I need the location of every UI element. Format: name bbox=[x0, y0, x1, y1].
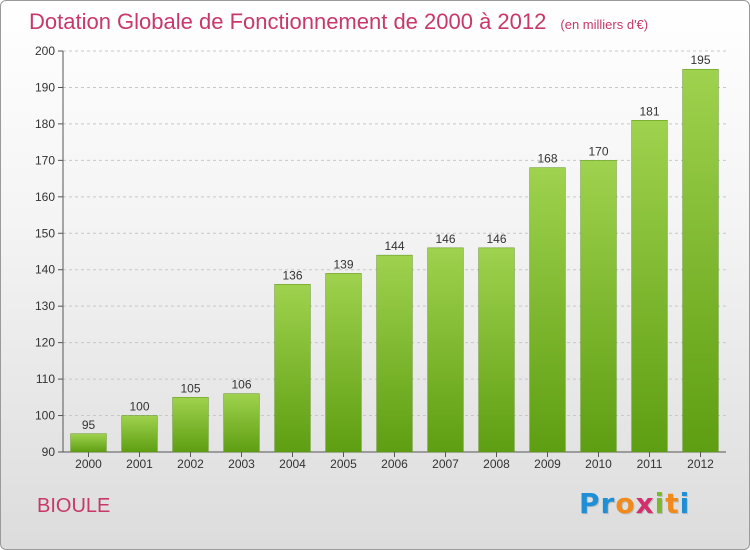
x-tick-label-2005: 2005 bbox=[330, 457, 357, 471]
logo-letter: P bbox=[579, 487, 601, 520]
data-label-2001: 100 bbox=[129, 400, 149, 414]
y-tick-label: 170 bbox=[35, 153, 55, 167]
y-tick-label: 160 bbox=[35, 190, 55, 204]
chart-title: Dotation Globale de Fonctionnement de 20… bbox=[29, 9, 648, 35]
x-tick-label-2003: 2003 bbox=[228, 457, 255, 471]
y-tick-label: 110 bbox=[36, 372, 55, 386]
y-tick-label: 190 bbox=[35, 80, 55, 94]
y-tick-labels: 90 100 110 120 130 140 150 160 170 180 190 200 bbox=[35, 44, 55, 459]
y-tick-label: 180 bbox=[35, 117, 55, 131]
data-label-2008: 146 bbox=[486, 232, 506, 246]
bar-2005[interactable] bbox=[325, 273, 362, 453]
y-tick-label: 150 bbox=[35, 226, 55, 240]
x-tick-label-2000: 2000 bbox=[75, 457, 102, 471]
y-tick-label: 200 bbox=[35, 44, 55, 58]
data-label-2010: 170 bbox=[588, 144, 608, 158]
x-tick-label-2007: 2007 bbox=[432, 457, 459, 471]
x-tick-label-2008: 2008 bbox=[483, 457, 510, 471]
x-tick-label-2010: 2010 bbox=[585, 457, 612, 471]
logo-letter: o bbox=[615, 487, 636, 520]
bar-2007[interactable] bbox=[427, 247, 464, 453]
bar-2009[interactable] bbox=[529, 167, 566, 453]
logo-letter: x bbox=[635, 487, 655, 520]
bars bbox=[70, 68, 719, 453]
x-tick-label-2006: 2006 bbox=[381, 457, 408, 471]
bar-2012[interactable] bbox=[682, 68, 719, 453]
x-tick-labels: 2000 2001 2002 2003 2004 2005 2006 2007 2008 2009… bbox=[75, 457, 714, 471]
data-label-2005: 139 bbox=[333, 257, 353, 271]
bar-2011[interactable] bbox=[631, 120, 668, 453]
y-tick-label: 120 bbox=[35, 336, 55, 350]
bar-2006[interactable] bbox=[376, 254, 413, 453]
chart-title-text: Dotation Globale de Fonctionnement de 20… bbox=[29, 9, 547, 34]
data-label-2009: 168 bbox=[537, 152, 557, 166]
bar-2001[interactable] bbox=[121, 415, 158, 453]
data-labels: 95 100 105 106 136 139 144 146 146 168 170 181 195 bbox=[82, 53, 711, 432]
data-label-2004: 136 bbox=[282, 268, 302, 282]
logo-letter: r bbox=[600, 487, 616, 520]
data-label-2007: 146 bbox=[435, 232, 455, 246]
y-tick-label: 140 bbox=[35, 263, 55, 277]
commune-name: BIOULE bbox=[37, 495, 111, 517]
proxiti-logo[interactable]: Proxiti bbox=[579, 487, 690, 520]
x-tick-label-2009: 2009 bbox=[534, 457, 561, 471]
logo-letter: t bbox=[665, 487, 680, 520]
bar-2000[interactable] bbox=[70, 433, 107, 453]
x-tick-label-2004: 2004 bbox=[279, 457, 306, 471]
data-label-2006: 144 bbox=[384, 239, 404, 253]
bar-2008[interactable] bbox=[478, 247, 515, 453]
y-tick-label: 130 bbox=[35, 299, 55, 313]
bar-2004[interactable] bbox=[274, 284, 311, 453]
y-tick-label: 90 bbox=[42, 445, 56, 459]
y-tick-label: 100 bbox=[35, 409, 55, 423]
data-label-2002: 105 bbox=[180, 381, 200, 395]
x-tick-label-2012: 2012 bbox=[687, 457, 714, 471]
bar-2002[interactable] bbox=[172, 397, 209, 453]
data-label-2003: 106 bbox=[231, 378, 251, 392]
bar-2010[interactable] bbox=[580, 160, 617, 453]
x-tick-label-2001: 2001 bbox=[126, 457, 153, 471]
chart-subtitle: (en milliers d'€) bbox=[560, 17, 649, 32]
logo-letter: i bbox=[654, 487, 666, 520]
x-tick-label-2002: 2002 bbox=[177, 457, 204, 471]
data-label-2011: 181 bbox=[639, 104, 659, 118]
logo-letter: i bbox=[679, 487, 691, 520]
x-tick-label-2011: 2011 bbox=[637, 457, 663, 471]
bar-2003[interactable] bbox=[223, 393, 260, 453]
data-label-2012: 195 bbox=[690, 53, 710, 67]
data-label-2000: 95 bbox=[82, 418, 96, 432]
